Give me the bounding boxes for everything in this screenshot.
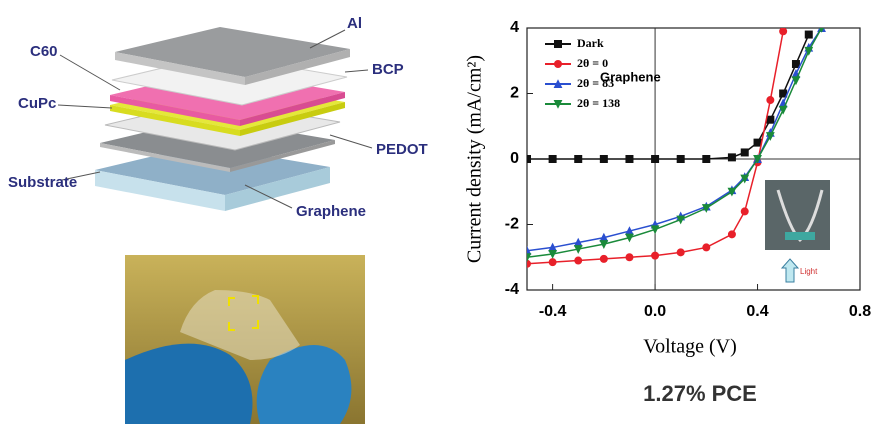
marker: [779, 27, 787, 35]
marker: [728, 153, 736, 161]
layer-stack: Al BCP C60 CuPc PEDOT Substrate Graphene: [8, 15, 428, 220]
annotation: Graphene: [600, 69, 661, 84]
legend-label: 2θ = 138: [577, 96, 620, 110]
marker: [574, 155, 582, 163]
marker: [600, 155, 608, 163]
layer-label: CuPc: [18, 95, 56, 112]
layer-label: Al: [347, 15, 362, 32]
marker: [741, 148, 749, 156]
layer-label: Graphene: [296, 203, 366, 220]
marker: [523, 253, 532, 262]
marker: [651, 252, 659, 260]
marker: [600, 255, 608, 263]
layer-label: C60: [30, 43, 58, 60]
marker: [766, 96, 774, 104]
y-tick-label: -4: [505, 281, 519, 298]
marker: [728, 230, 736, 238]
x-tick-label: 0.8: [849, 303, 871, 320]
x-tick-label: 0.4: [746, 303, 768, 320]
marker: [651, 155, 659, 163]
page: {"chart_data": {"type": "line", "ylabel"…: [0, 0, 881, 424]
inset-photo: [765, 180, 830, 282]
annotation: Light: [800, 267, 818, 276]
layer-label: PEDOT: [376, 141, 428, 158]
marker: [741, 207, 749, 215]
marker: [625, 155, 633, 163]
marker: [702, 243, 710, 251]
legend-label: 2θ = 0: [577, 56, 608, 70]
figure: Al BCP C60 CuPc PEDOT Substrate Graphene…: [0, 0, 881, 424]
y-tick-label: 0: [510, 150, 519, 167]
x-tick-label: -0.4: [539, 303, 567, 320]
x-axis-label: Voltage (V): [643, 336, 737, 358]
marker: [677, 155, 685, 163]
legend-label: Dark: [577, 36, 604, 50]
marker: [549, 155, 557, 163]
caption: 1.27% PCE: [643, 381, 757, 406]
y-tick-label: 4: [510, 19, 519, 36]
x-tick-label: 0.0: [644, 303, 666, 320]
marker: [523, 155, 531, 163]
marker: [805, 31, 813, 39]
device-photo: [125, 255, 365, 424]
marker: [549, 258, 557, 266]
layer-label: BCP: [372, 61, 404, 78]
marker: [554, 40, 562, 48]
marker: [574, 257, 582, 265]
marker: [677, 248, 685, 256]
y-tick-label: 2: [510, 85, 519, 102]
marker: [554, 60, 562, 68]
layer-label: Substrate: [8, 174, 77, 191]
marker: [625, 253, 633, 261]
marker: [702, 155, 710, 163]
y-tick-label: -2: [505, 216, 519, 233]
y-axis-label: Current density (mA/cm²): [464, 55, 486, 263]
